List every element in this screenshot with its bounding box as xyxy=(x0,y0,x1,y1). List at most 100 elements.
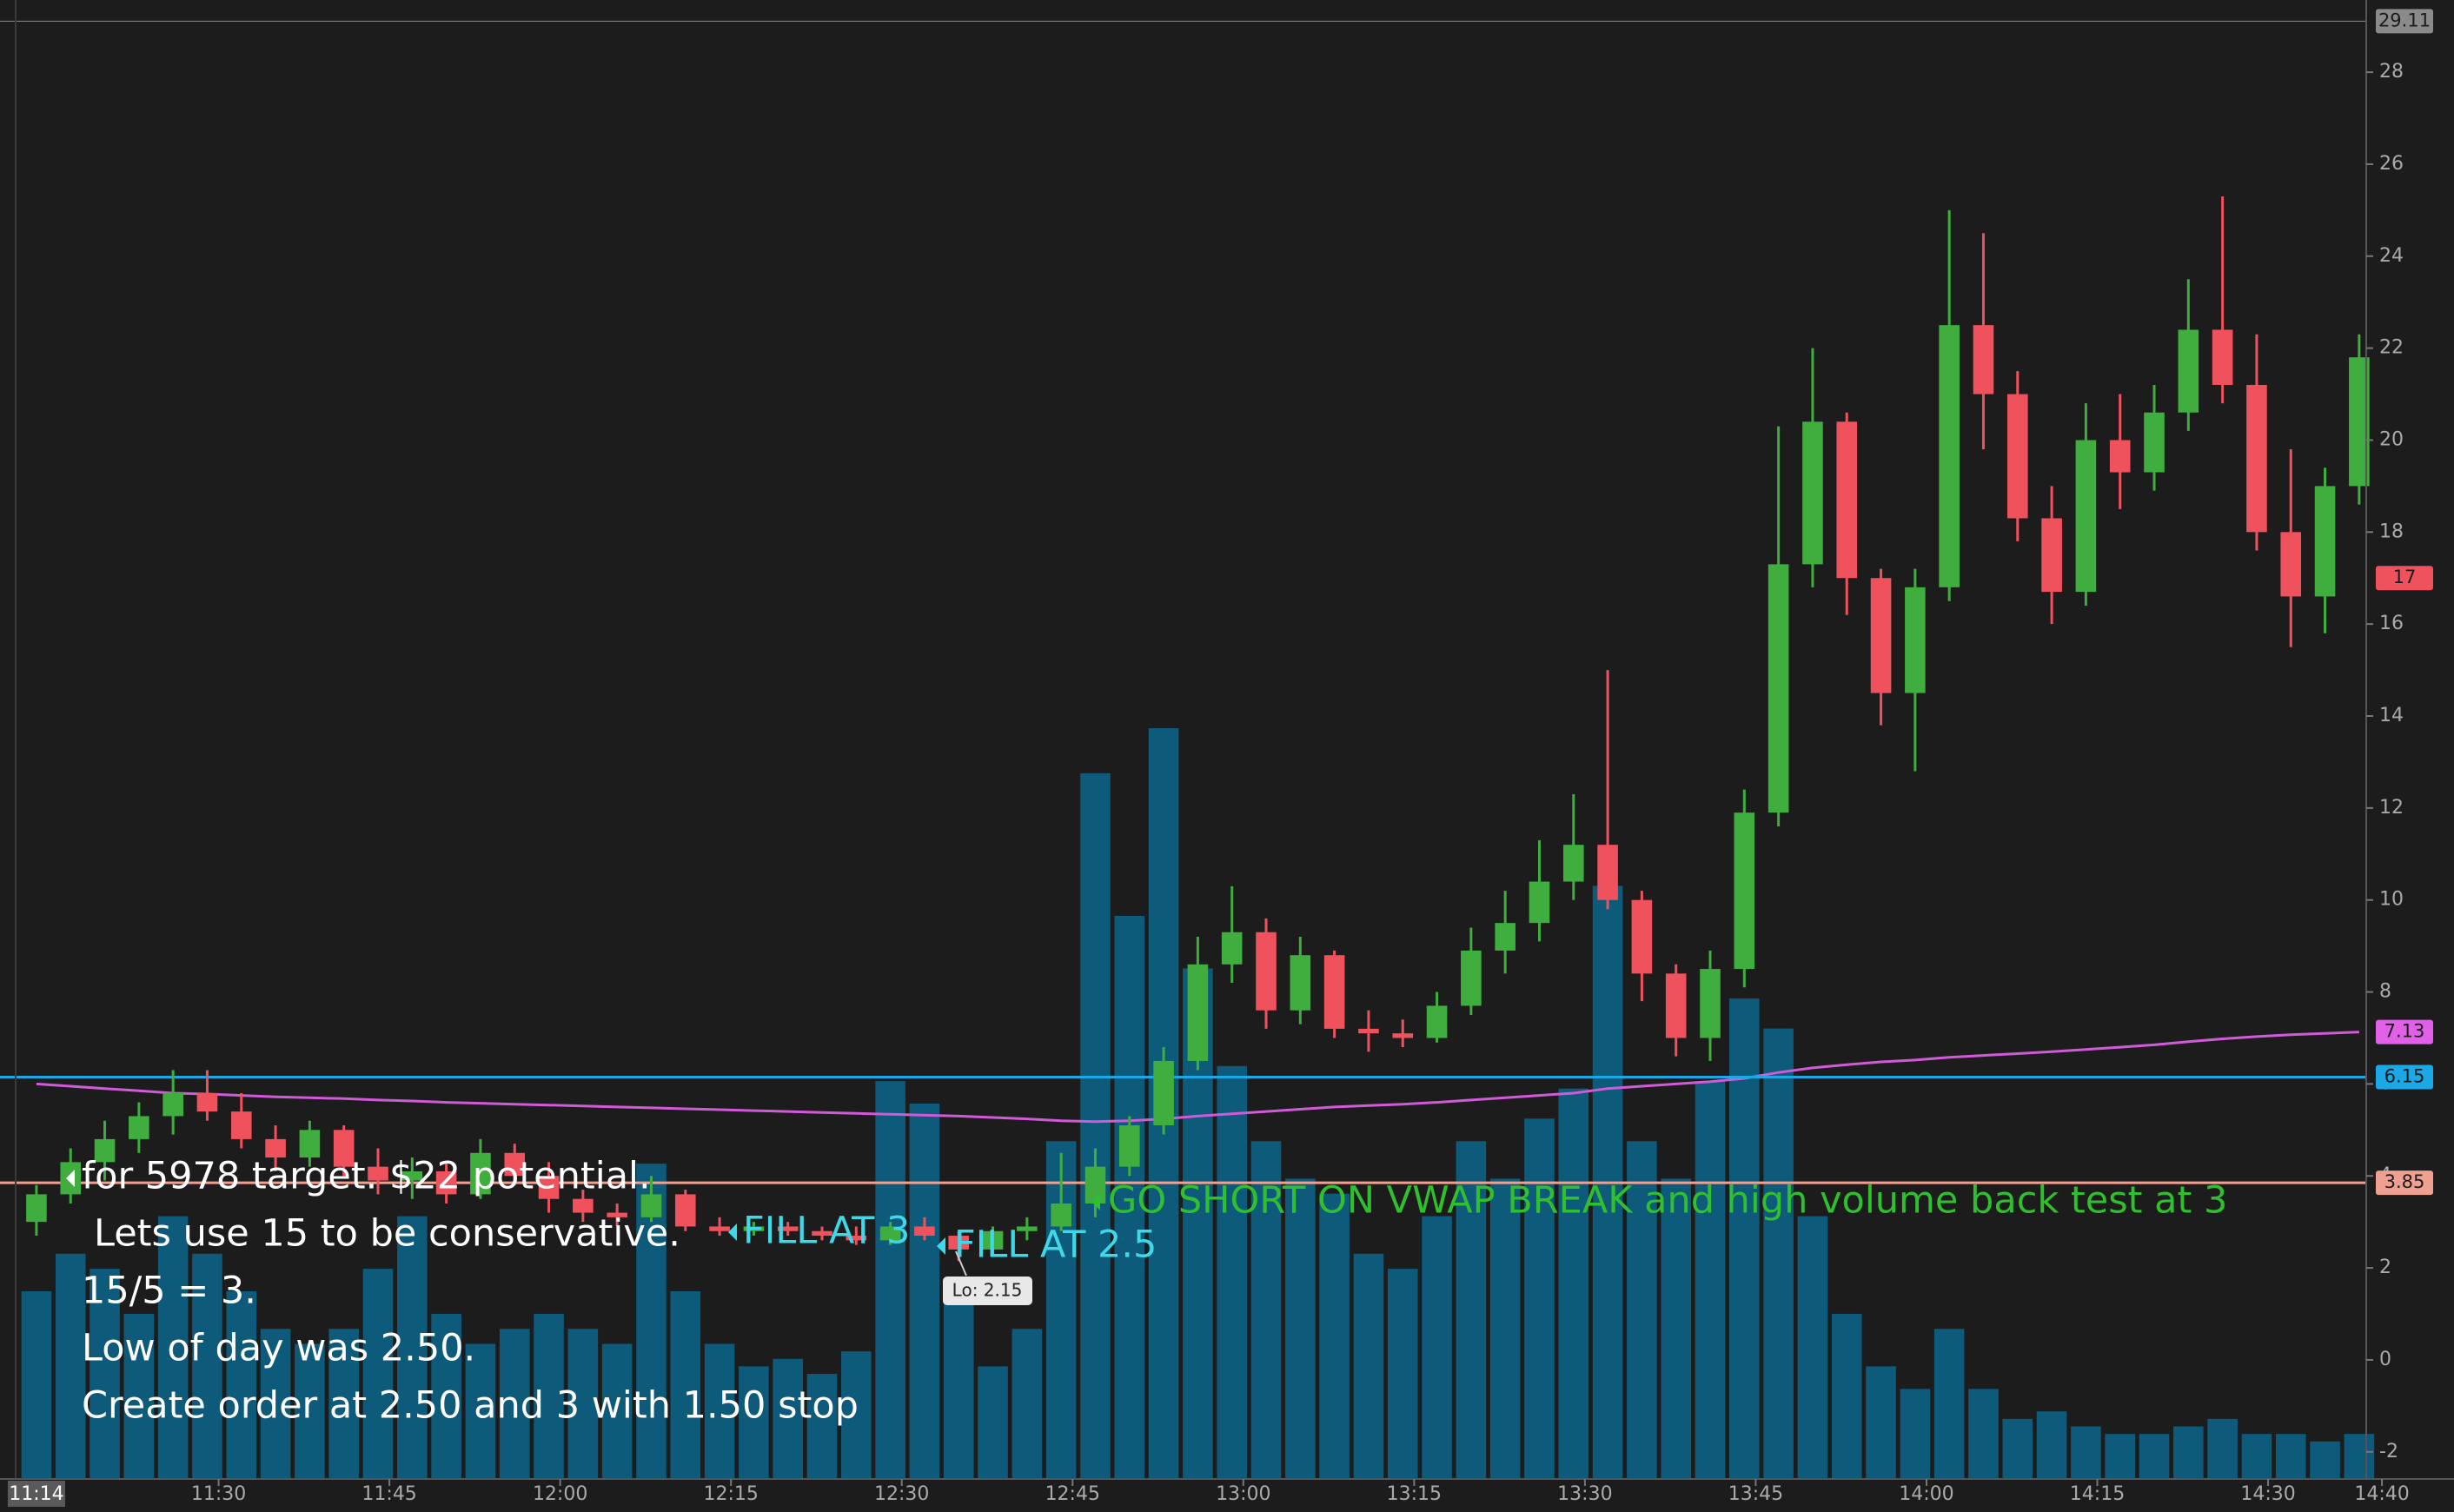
volume-bar xyxy=(2071,1426,2101,1479)
volume-bar xyxy=(1217,1065,1247,1479)
price-marker-box xyxy=(2376,1019,2433,1044)
candle-body xyxy=(1426,1005,1448,1038)
volume-bar xyxy=(1968,1389,1999,1479)
candle-body xyxy=(1529,881,1550,924)
y-tick-label: 18 xyxy=(2379,521,2404,542)
candle-body xyxy=(1358,1028,1379,1034)
candle-body xyxy=(1153,1060,1174,1126)
x-tick-label: 13:45 xyxy=(1728,1483,1783,1505)
candle-body xyxy=(640,1194,662,1217)
volume-bar xyxy=(601,1343,633,1479)
candle-body xyxy=(1836,421,1858,579)
low-label: Lo: 2.15 xyxy=(952,1280,1023,1301)
volume-bar xyxy=(1319,1193,1350,1479)
volume-bar xyxy=(55,1253,86,1479)
candle-body xyxy=(2178,329,2199,413)
y-tick-label: 10 xyxy=(2379,889,2404,911)
candle-body xyxy=(2314,486,2336,597)
volume-bar xyxy=(1489,1178,1521,1479)
fill-arrow xyxy=(937,1237,945,1255)
volume-bar xyxy=(1866,1366,1896,1479)
volume-bar xyxy=(192,1253,222,1479)
price-marker-label: 29.11 xyxy=(2378,10,2431,30)
x-tick-label: 14:15 xyxy=(2070,1483,2125,1505)
x-tick-label: 14:00 xyxy=(1899,1483,1953,1505)
candle-body xyxy=(607,1212,627,1217)
volume-bar xyxy=(1661,1178,1692,1479)
y-tick-label: 2 xyxy=(2379,1257,2391,1278)
candle-body xyxy=(879,1226,901,1241)
candle-body xyxy=(777,1226,799,1231)
candle-body xyxy=(674,1194,696,1227)
candle-body xyxy=(914,1226,935,1237)
candle-body xyxy=(162,1092,183,1117)
volume-bar xyxy=(2344,1434,2375,1479)
y-tick-label: 8 xyxy=(2379,981,2391,1003)
volume-bar xyxy=(226,1291,257,1479)
volume-bar xyxy=(1114,916,1145,1479)
y-tick-label: 22 xyxy=(2379,337,2404,359)
volume-bar xyxy=(1729,998,1760,1479)
volume-bar xyxy=(260,1329,291,1479)
volume-bar xyxy=(123,1313,155,1479)
volume-bar xyxy=(1422,1216,1452,1479)
candle-body xyxy=(1734,812,1755,970)
x-tick-label: 13:00 xyxy=(1216,1483,1270,1505)
volume-bar xyxy=(499,1329,530,1479)
x-tick-label: 13:30 xyxy=(1557,1483,1612,1505)
vwap-line xyxy=(36,1031,2359,1124)
candle-body xyxy=(1973,325,1994,395)
candle-body xyxy=(1939,325,1960,587)
candle-body xyxy=(1290,955,1311,1011)
price-marker-label: 17 xyxy=(2393,567,2417,587)
fill-arrow xyxy=(728,1224,737,1241)
candle-body xyxy=(129,1116,149,1139)
volume-bar xyxy=(704,1343,735,1479)
volume-bar xyxy=(1011,1329,1043,1479)
volume-bar xyxy=(1285,1178,1316,1479)
cursor-time-label: 11:14 xyxy=(9,1483,63,1505)
short-label: GO SHORT ON VWAP BREAK and high volume b… xyxy=(1108,1179,2227,1223)
volume-bar xyxy=(2241,1434,2272,1479)
volume-bar xyxy=(875,1081,905,1479)
volume-bar xyxy=(1900,1389,1931,1479)
candle-body xyxy=(1870,578,1892,693)
price-marker-box xyxy=(2376,1170,2433,1196)
y-tick-label: 12 xyxy=(2379,797,2404,819)
volume-bar xyxy=(567,1329,599,1479)
candle-body xyxy=(2349,357,2370,487)
low-box xyxy=(943,1277,1032,1305)
y-tick-label: -2 xyxy=(2379,1441,2398,1462)
candle-body xyxy=(435,1170,457,1195)
candle-body xyxy=(1495,923,1516,951)
volume-bar xyxy=(328,1329,359,1479)
candle-body xyxy=(1802,421,1823,565)
price-marker-box xyxy=(2376,9,2433,34)
volume-bar xyxy=(841,1351,872,1479)
candle-body xyxy=(1597,845,1618,900)
volume-bar xyxy=(295,1343,325,1479)
volume-bar xyxy=(1353,1253,1384,1479)
note-line: for 5978 target. $22 potential. xyxy=(82,1155,651,1198)
candle-body xyxy=(2246,384,2267,533)
volume-bar xyxy=(431,1313,461,1479)
level-layer xyxy=(0,20,2366,1184)
candle-body xyxy=(1118,1125,1140,1167)
volume-bar xyxy=(739,1366,769,1479)
volume-bar xyxy=(1080,773,1111,1479)
x-tick-label: 11:30 xyxy=(191,1483,246,1505)
volume-bar xyxy=(2173,1426,2204,1479)
volume-bar xyxy=(1558,1088,1589,1479)
candle-body xyxy=(1221,932,1243,965)
candle-body xyxy=(573,1198,594,1213)
candle-body xyxy=(948,1236,970,1250)
candle-body xyxy=(846,1236,867,1241)
candle-body xyxy=(2144,412,2165,473)
volume-bar xyxy=(978,1366,1008,1479)
annotation-layer: for 5978 target. $22 potential. Lets use… xyxy=(66,1155,2227,1428)
x-tick-label: 13:15 xyxy=(1387,1483,1442,1505)
volume-bar xyxy=(1933,1329,1965,1479)
volume-bar xyxy=(465,1343,496,1479)
